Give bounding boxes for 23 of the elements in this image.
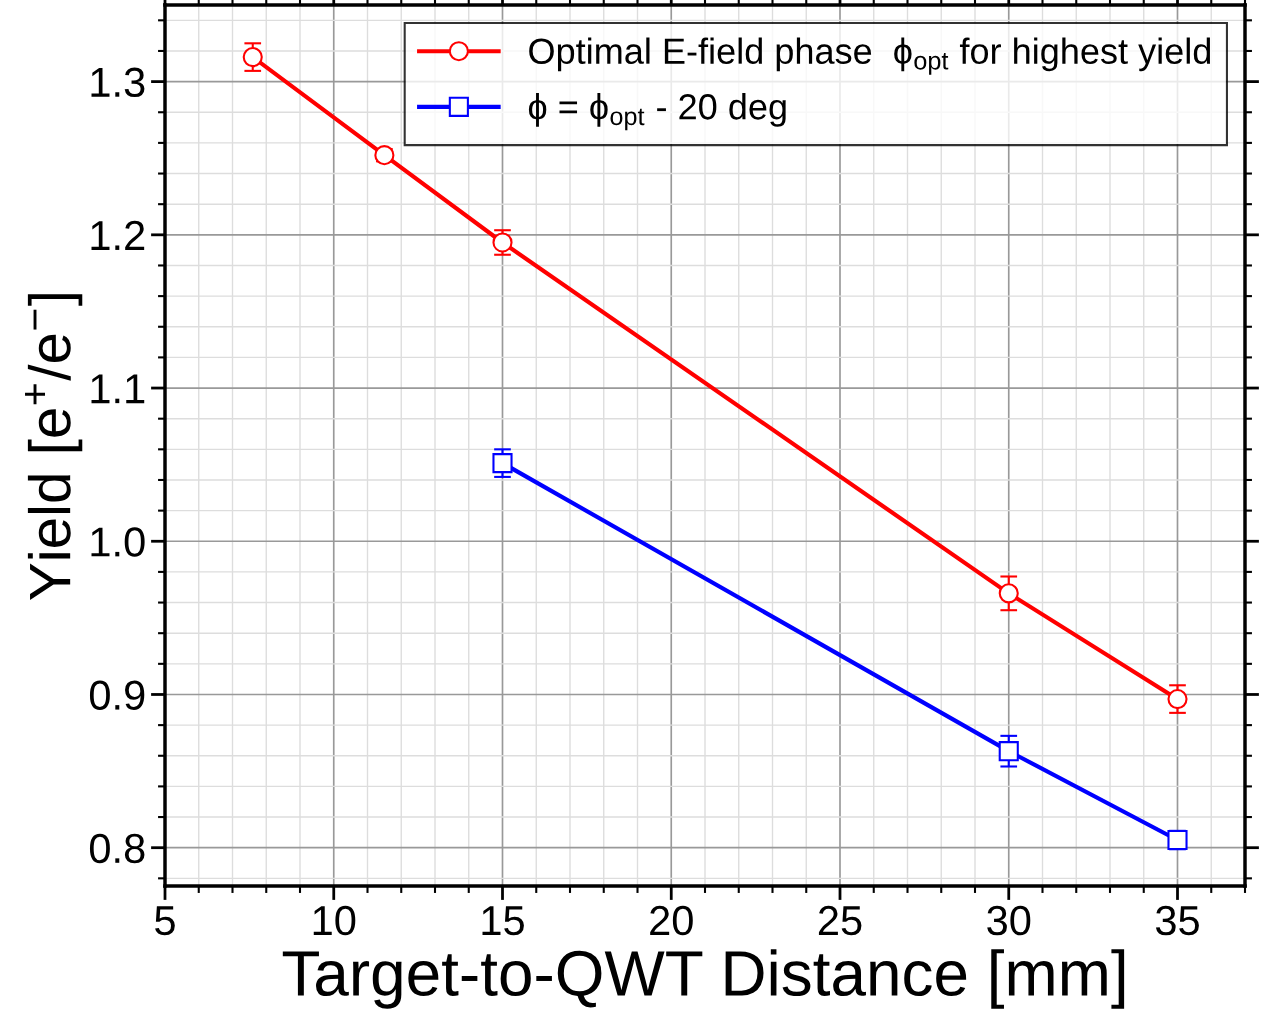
legend-label: ϕ = ϕ$_{opt}$ - 20 deg [528,93,786,131]
y-axis-title: Yield [e$^{+}$/e$^{−}$] [25,294,83,600]
x-tick-label: 5 [155,906,175,936]
point [374,145,395,166]
point [242,47,263,68]
x-tick-label: 25 [818,905,862,936]
point [492,453,513,474]
x-tick-label: 10 [313,905,356,936]
point [998,741,1019,762]
y-tick-label: 1.2 [91,220,145,250]
y-tick-label: 1.3 [91,67,145,98]
y-tick-label: 0.8 [89,833,145,864]
x-tick-label: 20 [650,905,693,936]
legend-label: Optimal E-field phase ϕ$_{opt}$ for highest yield [529,37,1211,75]
x-axis-title: Target-to-QWT Distance [mm] [282,949,1125,1009]
y-tick-label: 0.9 [89,680,145,710]
point [1167,689,1188,710]
x-tick-label: 15 [482,906,524,936]
y-tick-label: 1.1 [91,374,145,404]
x-tick-label: 30 [987,905,1031,936]
x-tick-label: 35 [1155,905,1199,936]
y-tick-label: 1.0 [91,527,145,557]
point [998,583,1019,604]
